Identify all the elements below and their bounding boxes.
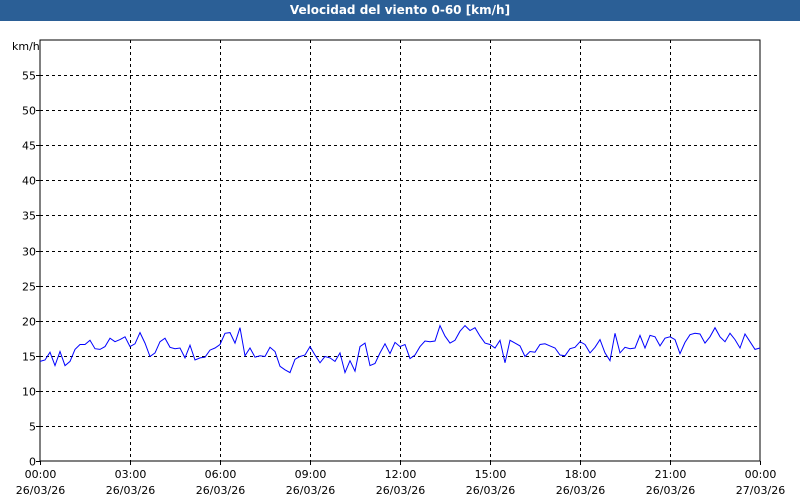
x-tick-time: 00:00 [25,468,57,481]
x-tick-date: 26/03/26 [466,484,515,497]
x-tick-date: 26/03/26 [376,484,425,497]
x-tick-date: 26/03/26 [16,484,65,497]
x-tick-time: 21:00 [655,468,687,481]
x-tick-time: 12:00 [385,468,417,481]
y-tick-label: 50 [22,105,36,118]
y-tick-label: 45 [22,140,36,153]
chart-title: Velocidad del viento 0-60 [km/h] [0,0,800,21]
y-tick-label: 25 [22,281,36,294]
x-tick-date: 26/03/26 [196,484,245,497]
wind-speed-line [39,324,761,375]
x-tick-date: 26/03/26 [556,484,605,497]
x-tick-date: 26/03/26 [106,484,155,497]
y-tick-label: 35 [22,210,36,223]
x-tick-time: 06:00 [205,468,237,481]
y-axis-label: km/h [12,40,40,53]
x-tick-time: 03:00 [115,468,147,481]
y-tick-label: 20 [22,316,36,329]
x-tick-time: 18:00 [565,468,597,481]
y-tick-label: 5 [29,421,36,434]
y-tick-label: 15 [22,351,36,364]
x-tick-time: 00:00 [745,468,777,481]
x-tick-time: 15:00 [475,468,507,481]
y-tick-label: 40 [22,175,36,188]
y-tick-label: 0 [29,456,36,469]
x-tick-date: 27/03/26 [736,484,785,497]
y-tick-label: 10 [22,386,36,399]
grid [40,40,760,461]
y-tick-label: 30 [22,246,36,259]
y-tick-label: 55 [22,70,36,83]
x-tick-date: 26/03/26 [646,484,695,497]
x-tick-date: 26/03/26 [286,484,335,497]
x-tick-time: 09:00 [295,468,327,481]
